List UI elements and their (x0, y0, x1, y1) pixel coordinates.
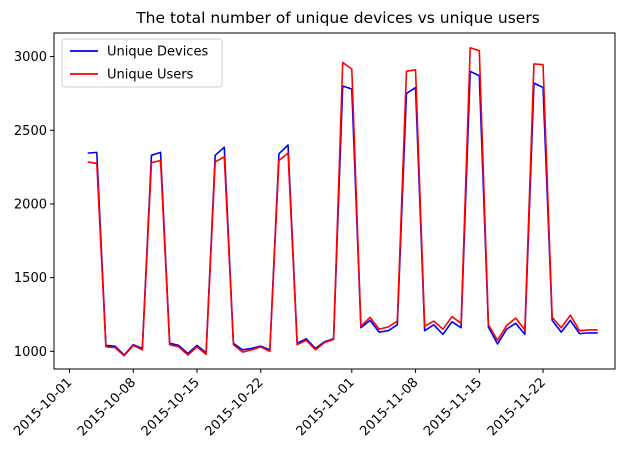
y-tick-label: 1500 (14, 271, 47, 286)
legend-box (61, 38, 223, 88)
plot-area (87, 46, 598, 357)
y-tick-label: 3000 (14, 50, 47, 65)
plot-frame (53, 32, 616, 370)
chart-title: The total number of unique devices vs un… (135, 9, 540, 27)
legend: Unique Devices Unique Users (61, 38, 223, 88)
legend-label-0: Unique Devices (107, 45, 208, 60)
series-line-1 (87, 46, 598, 357)
y-tick-label: 2500 (14, 124, 47, 139)
y-tick-label: 1000 (14, 345, 47, 360)
legend-label-1: Unique Users (107, 68, 194, 83)
y-tick-label: 2000 (14, 197, 47, 212)
